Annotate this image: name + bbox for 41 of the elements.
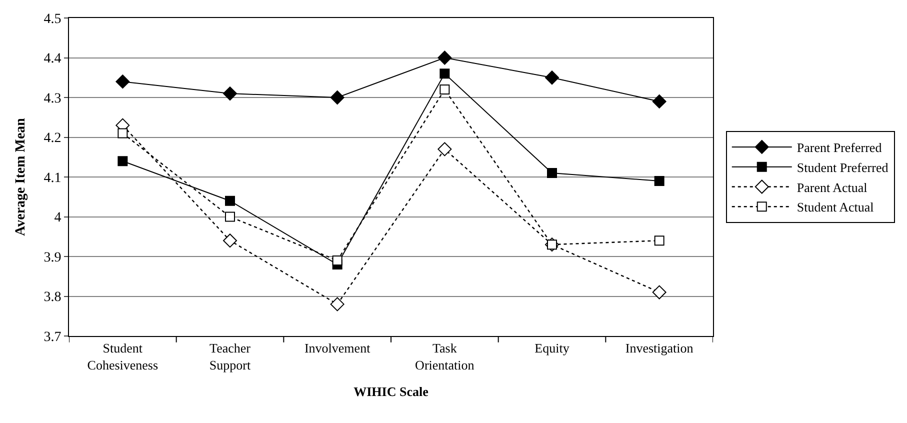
point (118, 128, 128, 138)
legend-label: Student Actual (796, 200, 874, 215)
y-tick-label: 4.5 (44, 12, 62, 27)
point (223, 234, 237, 248)
point (438, 50, 452, 65)
point (654, 176, 664, 186)
x-tick-label: Equity (534, 340, 570, 356)
point (332, 255, 342, 266)
point (118, 156, 128, 166)
point (225, 212, 235, 222)
point (654, 236, 664, 246)
y-tick-label: 3.8 (44, 290, 62, 306)
point (330, 297, 344, 312)
x-tick-label: Teacher Support (209, 340, 252, 372)
y-axis-title: Average Item Mean (13, 118, 28, 236)
x-tick-label: Task Orientation (415, 340, 475, 372)
x-axis-title: WIHIC Scale (354, 384, 429, 400)
x-tick-label: Involvement (304, 340, 371, 356)
point (223, 86, 237, 101)
legend-label: Parent Actual (796, 180, 868, 195)
legend-label: Student Preferred (796, 160, 889, 175)
y-tick-label: 3.7 (44, 330, 62, 345)
y-tick-label: 3.9 (44, 250, 62, 266)
point (116, 74, 130, 89)
point (438, 142, 452, 156)
point (652, 94, 666, 108)
point (652, 285, 666, 300)
point (225, 196, 235, 206)
x-tick-label: Investigation (625, 340, 694, 356)
legend-label: Parent Preferred (796, 140, 882, 156)
y-tick-label: 4.2 (44, 131, 62, 146)
point (330, 90, 344, 104)
y-tick-label: 4.1 (44, 170, 62, 186)
x-tick-label: Student Cohesiveness (87, 340, 158, 372)
y-tick-label: 4.4 (44, 52, 62, 67)
point (547, 168, 557, 178)
point (440, 84, 450, 95)
point (545, 70, 559, 85)
point (440, 68, 450, 79)
y-tick-label: 4.3 (44, 91, 62, 106)
y-tick-label: 4 (54, 210, 62, 226)
